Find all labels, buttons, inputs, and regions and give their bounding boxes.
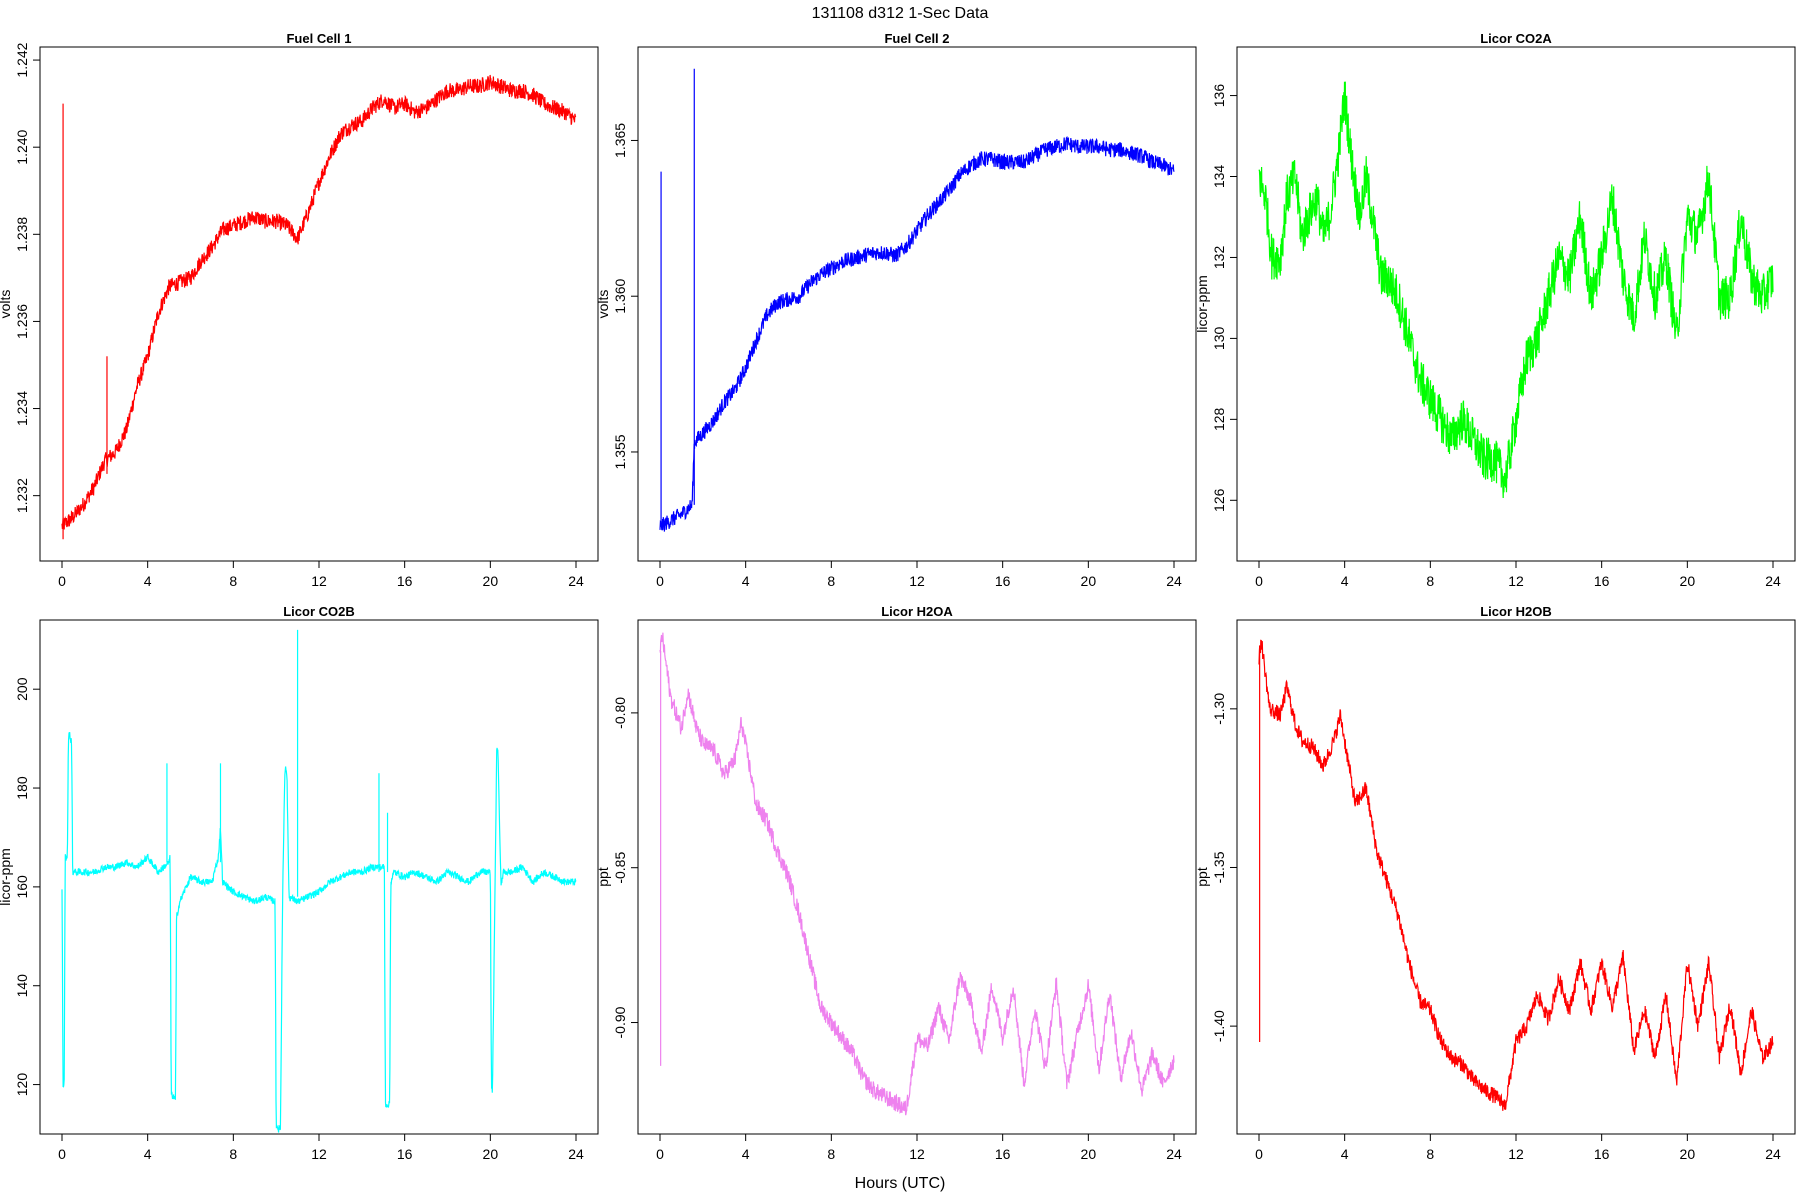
y-tick-label: 134 <box>1211 165 1227 189</box>
panel-2: Fuel Cell 2 volts 0 4 8 12 16 20 24 1.355 1.360 1.3… <box>595 31 1197 589</box>
data-series-line <box>61 732 577 1133</box>
panel-6: Licor H2OB ppt 0 4 8 12 16 20 24 -1.30 -1.35 -1.40 <box>1194 604 1796 1162</box>
y-tick-label: -0.90 <box>612 1006 628 1038</box>
y-tick-label: 1.355 <box>612 434 628 469</box>
panel-title: Fuel Cell 1 <box>286 31 351 46</box>
x-tick-label: 16 <box>995 573 1011 589</box>
x-tick-label: 0 <box>58 1146 66 1162</box>
y-tick-label: 120 <box>14 1073 30 1097</box>
data-series-line <box>659 135 1175 532</box>
y-tick-label: 1.232 <box>14 478 30 513</box>
panel-title: Licor H2OA <box>881 604 953 619</box>
data-series-line <box>61 74 577 530</box>
x-tick-label: 20 <box>483 573 499 589</box>
y-tick-label: 128 <box>1211 407 1227 431</box>
y-tick-label: 1.242 <box>14 42 30 77</box>
x-tick-label: 24 <box>1765 573 1781 589</box>
y-axis-label: licor-ppm <box>0 848 13 906</box>
x-tick-label: 12 <box>1508 1146 1524 1162</box>
data-series-line <box>1258 639 1774 1111</box>
y-tick-label: 126 <box>1211 488 1227 512</box>
x-tick-label: 8 <box>1426 573 1434 589</box>
x-tick-label: 8 <box>1426 1146 1434 1162</box>
panel-1: Fuel Cell 1 volts 0 4 8 12 16 20 24 1.232 1.234 1.2… <box>0 31 599 589</box>
x-tick-label: 12 <box>311 573 327 589</box>
y-tick-label: 132 <box>1211 246 1227 270</box>
x-tick-label: 16 <box>397 1146 413 1162</box>
x-tick-label: 24 <box>1166 1146 1182 1162</box>
x-tick-label: 4 <box>144 1146 152 1162</box>
y-axis-label: licor-ppm <box>1194 275 1210 333</box>
y-axis-label: volts <box>0 290 13 319</box>
x-tick-label: 24 <box>568 1146 584 1162</box>
panel-title: Fuel Cell 2 <box>884 31 949 46</box>
panel-4: Licor CO2B licor-ppm 0 4 8 12 16 20 24 120 140 160 1… <box>0 604 599 1162</box>
y-tick-label: 180 <box>14 776 30 800</box>
x-tick-label: 16 <box>397 573 413 589</box>
y-tick-label: 200 <box>14 677 30 701</box>
y-axis-label: ppt <box>595 867 611 887</box>
x-tick-label: 8 <box>827 573 835 589</box>
x-tick-label: 0 <box>58 573 66 589</box>
y-tick-label: 136 <box>1211 84 1227 108</box>
x-tick-label: 8 <box>827 1146 835 1162</box>
panel-3: Licor CO2A licor-ppm 0 4 8 12 16 20 24 126 128 130 1… <box>1194 31 1796 589</box>
x-tick-label: 0 <box>1255 573 1263 589</box>
x-tick-label: 0 <box>1255 1146 1263 1162</box>
panel-title: Licor H2OB <box>1480 604 1552 619</box>
x-tick-label: 0 <box>656 1146 664 1162</box>
x-tick-label: 20 <box>1081 1146 1097 1162</box>
y-tick-label: 1.240 <box>14 129 30 164</box>
y-tick-label: 1.365 <box>612 123 628 158</box>
x-tick-label: 4 <box>742 573 750 589</box>
panel-5: Licor H2OA ppt 0 4 8 12 16 20 24 -0.80 -0.85 -0.90 <box>595 604 1197 1162</box>
data-series-line <box>659 632 1175 1116</box>
x-tick-label: 16 <box>1594 1146 1610 1162</box>
x-tick-label: 12 <box>909 1146 925 1162</box>
x-tick-label: 4 <box>1341 573 1349 589</box>
x-tick-label: 8 <box>229 1146 237 1162</box>
x-tick-label: 20 <box>1081 573 1097 589</box>
x-tick-label: 8 <box>229 573 237 589</box>
panel-title: Licor CO2B <box>283 604 355 619</box>
y-tick-label: 1.234 <box>14 391 30 426</box>
y-tick-label: -0.80 <box>612 697 628 729</box>
x-tick-label: 12 <box>1508 573 1524 589</box>
x-tick-label: 24 <box>1765 1146 1781 1162</box>
data-series-line <box>1258 81 1774 499</box>
panels: Fuel Cell 1 volts 0 4 8 12 16 20 24 1.232 1.234 1.2… <box>0 31 1796 1162</box>
y-tick-label: 130 <box>1211 327 1227 351</box>
y-axis-label: ppt <box>1194 867 1210 887</box>
x-tick-label: 12 <box>909 573 925 589</box>
y-tick-label: 140 <box>14 974 30 998</box>
x-tick-label: 0 <box>656 573 664 589</box>
x-tick-label: 16 <box>1594 573 1610 589</box>
x-tick-label: 16 <box>995 1146 1011 1162</box>
y-tick-label: -0.85 <box>612 852 628 884</box>
y-tick-label: -1.40 <box>1211 1010 1227 1042</box>
y-tick-label: 1.238 <box>14 217 30 252</box>
x-tick-label: 20 <box>1680 573 1696 589</box>
y-axis-label: volts <box>595 290 611 319</box>
panel-title: Licor CO2A <box>1480 31 1552 46</box>
y-tick-label: 1.360 <box>612 278 628 313</box>
x-tick-label: 24 <box>1166 573 1182 589</box>
figure-title: 131108 d312 1-Sec Data <box>812 5 989 22</box>
y-tick-label: -1.35 <box>1211 851 1227 883</box>
x-tick-label: 4 <box>742 1146 750 1162</box>
x-tick-label: 24 <box>568 573 584 589</box>
x-tick-label: 12 <box>311 1146 327 1162</box>
y-tick-label: 1.236 <box>14 304 30 339</box>
figure-xlabel: Hours (UTC) <box>855 1175 946 1192</box>
y-tick-label: 160 <box>14 875 30 899</box>
x-tick-label: 4 <box>144 573 152 589</box>
x-tick-label: 20 <box>483 1146 499 1162</box>
y-tick-label: -1.30 <box>1211 693 1227 725</box>
x-tick-label: 20 <box>1680 1146 1696 1162</box>
x-tick-label: 4 <box>1341 1146 1349 1162</box>
